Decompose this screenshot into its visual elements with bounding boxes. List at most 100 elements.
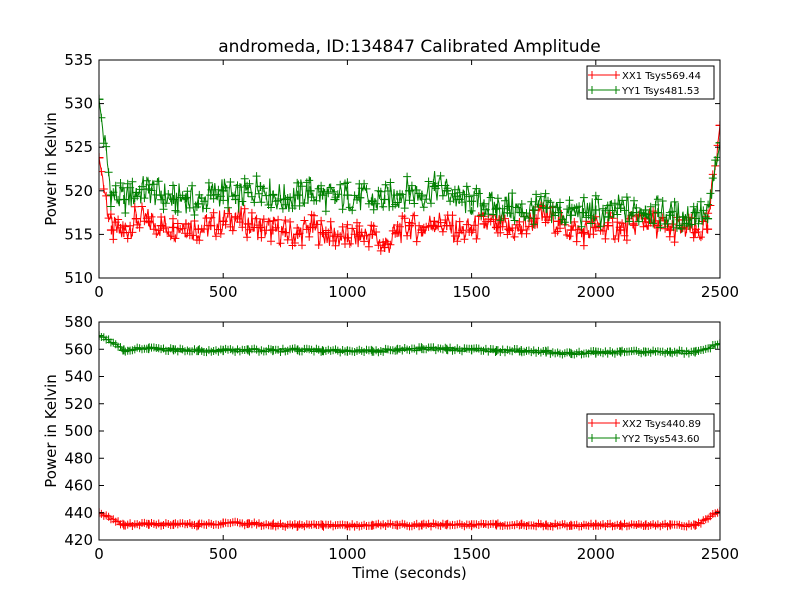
data-point bbox=[442, 520, 452, 530]
legend-box bbox=[586, 413, 715, 448]
data-point bbox=[591, 222, 601, 232]
data-point bbox=[491, 346, 501, 356]
data-point bbox=[628, 208, 638, 218]
x-tick-label: 2000 bbox=[577, 283, 615, 301]
y-axis-label: Power in Kelvin bbox=[42, 374, 60, 488]
data-point bbox=[715, 506, 720, 516]
data-point bbox=[516, 208, 526, 218]
data-point bbox=[491, 203, 501, 213]
data-point bbox=[392, 520, 402, 530]
data-point bbox=[715, 120, 720, 130]
x-tick-label: 0 bbox=[94, 545, 104, 563]
data-point bbox=[330, 195, 340, 205]
legend-marker bbox=[588, 71, 620, 79]
data-point bbox=[106, 225, 116, 235]
data-point bbox=[640, 205, 650, 215]
legend-marker bbox=[588, 419, 620, 427]
y-tick-label: 530 bbox=[64, 95, 93, 113]
data-point bbox=[318, 228, 328, 238]
data-point bbox=[703, 224, 713, 234]
data-point bbox=[119, 345, 129, 355]
y-tick-label: 535 bbox=[64, 51, 93, 69]
data-point bbox=[156, 190, 166, 200]
data-point bbox=[305, 222, 315, 232]
data-point bbox=[417, 344, 427, 354]
data-point bbox=[603, 212, 613, 222]
legend-marker bbox=[588, 434, 620, 442]
x-tick-label: 500 bbox=[209, 545, 238, 563]
legend: XX2 Tsys440.89 YY2 Tsys543.60 bbox=[586, 413, 715, 448]
data-point bbox=[355, 193, 365, 203]
y-tick-label: 520 bbox=[64, 395, 93, 413]
y-tick-label: 440 bbox=[64, 504, 93, 522]
data-point bbox=[293, 521, 303, 531]
y-tick-label: 520 bbox=[64, 182, 93, 200]
data-point bbox=[169, 345, 179, 355]
x-tick-label: 2500 bbox=[701, 545, 739, 563]
data-point bbox=[616, 520, 626, 530]
data-point bbox=[442, 221, 452, 231]
data-point bbox=[243, 345, 253, 355]
data-point bbox=[516, 346, 526, 356]
series-markers bbox=[99, 95, 720, 233]
data-point bbox=[392, 228, 402, 238]
series-markers bbox=[99, 121, 720, 255]
data-point bbox=[99, 331, 104, 341]
data-point bbox=[293, 345, 303, 355]
data-point bbox=[342, 346, 352, 356]
data-point bbox=[231, 212, 241, 222]
data-point bbox=[640, 347, 650, 357]
data-point bbox=[566, 520, 576, 530]
data-point bbox=[268, 346, 278, 356]
data-point bbox=[268, 520, 278, 530]
data-point bbox=[119, 228, 129, 238]
data-point bbox=[429, 216, 439, 226]
bottom-subplot: 0 500 1000 1500 2000 2500 420 440 460 480 500 520 54… bbox=[42, 313, 739, 563]
data-point bbox=[181, 219, 191, 229]
data-point bbox=[454, 195, 464, 205]
data-point bbox=[715, 138, 720, 148]
data-point bbox=[380, 242, 390, 252]
data-point bbox=[392, 190, 402, 200]
data-point bbox=[541, 203, 551, 213]
y-tick-label: 420 bbox=[64, 531, 93, 549]
data-point bbox=[318, 190, 328, 200]
data-point bbox=[218, 186, 228, 196]
data-point bbox=[169, 222, 179, 232]
data-point bbox=[318, 346, 328, 356]
x-tick-label: 1000 bbox=[328, 283, 366, 301]
y-axis-label: Power in Kelvin bbox=[42, 112, 60, 226]
data-point bbox=[516, 519, 526, 529]
data-point bbox=[554, 208, 564, 218]
data-point bbox=[690, 208, 700, 218]
data-point bbox=[255, 222, 265, 232]
x-tick-label: 2000 bbox=[577, 545, 615, 563]
data-point bbox=[715, 339, 720, 349]
y-tick-label: 460 bbox=[64, 477, 93, 495]
legend-label: XX2 Tsys440.89 bbox=[622, 419, 701, 430]
data-point bbox=[169, 519, 179, 529]
data-point bbox=[206, 221, 216, 231]
series-yy1 bbox=[99, 94, 720, 233]
data-point bbox=[405, 221, 414, 231]
data-point bbox=[280, 195, 290, 205]
data-point bbox=[653, 208, 663, 218]
data-point bbox=[342, 233, 352, 243]
data-point bbox=[442, 344, 452, 354]
y-tick-label: 515 bbox=[64, 225, 93, 243]
x-tick-label: 1500 bbox=[453, 545, 491, 563]
data-point bbox=[640, 520, 650, 530]
data-point bbox=[318, 520, 328, 530]
y-tick-label: 480 bbox=[64, 449, 93, 467]
data-point bbox=[616, 203, 626, 213]
data-point bbox=[690, 520, 700, 530]
data-point bbox=[206, 190, 216, 200]
data-point bbox=[566, 225, 576, 235]
legend-box bbox=[586, 65, 715, 100]
data-point bbox=[367, 229, 377, 239]
data-point bbox=[417, 190, 427, 200]
data-point bbox=[293, 229, 303, 239]
y-tick-label: 560 bbox=[64, 340, 93, 358]
data-point bbox=[193, 199, 203, 209]
